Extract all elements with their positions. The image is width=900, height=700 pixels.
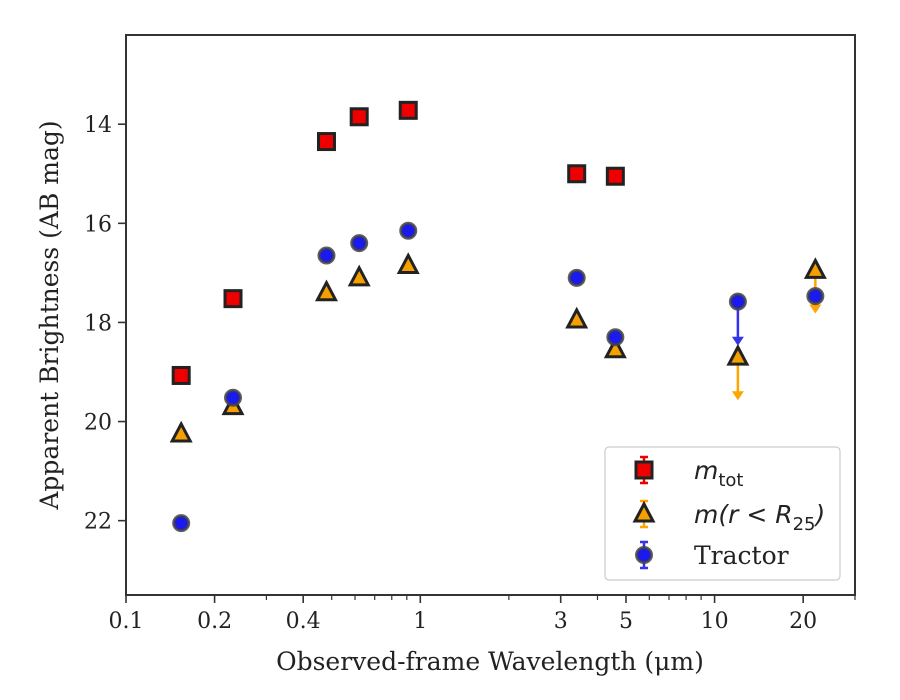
- axis-ticks: 0.1 0.2 0.4 1 3 5 10 20 14 16 18 20 22: [84, 113, 856, 634]
- y-axis-label: Apparent Brightness (AB mag): [35, 120, 64, 510]
- legend-label: m(r < R25): [694, 500, 825, 535]
- x-tick-label: 0.1: [109, 609, 144, 634]
- square-point: [223, 289, 243, 309]
- square-point: [567, 164, 587, 184]
- triangle-point: [396, 252, 420, 274]
- square-point: [316, 132, 336, 152]
- x-tick-label: 10: [701, 609, 729, 634]
- square-point: [171, 365, 191, 385]
- y-tick-label: 18: [84, 311, 112, 336]
- x-tick-label: 1: [413, 609, 427, 634]
- square-point: [398, 100, 418, 120]
- circle-point: [224, 388, 243, 407]
- legend: mtot m(r < R25) Tractor: [604, 446, 841, 581]
- y-tick-label: 22: [84, 510, 112, 535]
- circle-point: [728, 292, 747, 311]
- data-marks: [169, 100, 827, 533]
- triangle-point: [314, 279, 338, 302]
- legend-circle-marker: [635, 546, 653, 564]
- triangle-point: [603, 336, 627, 359]
- circle-point: [806, 287, 825, 306]
- legend-square-marker: [634, 460, 654, 480]
- triangle-point: [347, 264, 371, 287]
- circle-point: [350, 234, 369, 253]
- square-point: [605, 166, 625, 186]
- y-tick-label: 16: [84, 212, 112, 237]
- legend-label: mtot: [694, 456, 744, 491]
- x-tick-label: 0.4: [286, 609, 321, 634]
- circle-point: [606, 328, 625, 347]
- x-tick-label: 20: [789, 609, 817, 634]
- x-axis-label: Observed-frame Wavelength (μm): [276, 647, 704, 676]
- circle-point: [172, 514, 191, 533]
- triangle-point: [169, 420, 193, 443]
- upper-limit-arrow-head: [809, 304, 822, 314]
- x-tick-label: 3: [554, 609, 568, 634]
- y-tick-label: 20: [84, 411, 112, 436]
- x-tick-label: 5: [619, 609, 633, 634]
- x-tick-label: 0.2: [197, 609, 232, 634]
- triangle-point: [565, 306, 589, 329]
- circle-point: [567, 268, 586, 287]
- legend-frame: [604, 446, 841, 581]
- upper-limit-arrow-head: [731, 391, 744, 401]
- legend-triangle-marker: [632, 500, 656, 523]
- circle-point: [399, 221, 418, 240]
- upper-limit-arrow-head: [731, 336, 744, 346]
- legend-label: Tractor: [694, 541, 789, 570]
- triangle-point: [726, 343, 750, 366]
- square-point: [349, 107, 369, 127]
- circle-point: [317, 246, 336, 265]
- y-tick-label: 14: [84, 113, 112, 138]
- triangle-point: [803, 257, 827, 279]
